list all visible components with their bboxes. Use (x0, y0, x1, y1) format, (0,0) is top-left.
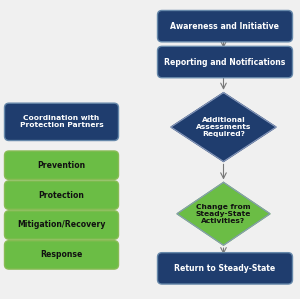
Text: Prevention: Prevention (38, 161, 86, 170)
FancyBboxPatch shape (4, 181, 118, 209)
Text: Additional
Assessments
Required?: Additional Assessments Required? (196, 117, 251, 137)
Text: Return to Steady-State: Return to Steady-State (174, 264, 276, 273)
FancyBboxPatch shape (4, 103, 118, 141)
Text: Reporting and Notifications: Reporting and Notifications (164, 57, 286, 67)
Polygon shape (177, 182, 270, 245)
Text: Mitigation/Recovery: Mitigation/Recovery (17, 220, 106, 230)
FancyBboxPatch shape (158, 10, 292, 42)
Polygon shape (171, 93, 276, 161)
FancyBboxPatch shape (158, 46, 292, 78)
Text: Coordination with
Protection Partners: Coordination with Protection Partners (20, 115, 103, 128)
Text: Awareness and Initiative: Awareness and Initiative (170, 22, 280, 31)
FancyBboxPatch shape (4, 151, 118, 179)
FancyBboxPatch shape (4, 211, 118, 239)
Text: Change from
Steady-State
Activities?: Change from Steady-State Activities? (196, 204, 251, 224)
Text: Protection: Protection (39, 190, 84, 200)
FancyBboxPatch shape (158, 253, 292, 284)
Text: Response: Response (40, 250, 83, 260)
FancyBboxPatch shape (4, 241, 118, 269)
